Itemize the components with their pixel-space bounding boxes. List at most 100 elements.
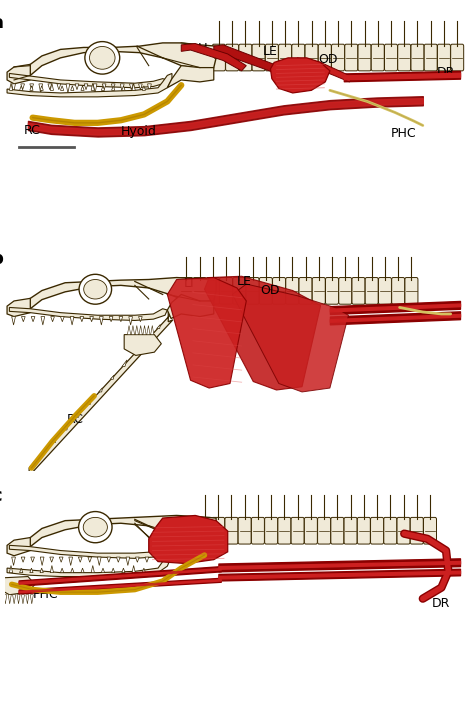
Polygon shape xyxy=(126,557,130,566)
Polygon shape xyxy=(167,295,214,318)
Polygon shape xyxy=(61,317,64,322)
Polygon shape xyxy=(157,325,160,329)
Polygon shape xyxy=(167,538,214,555)
FancyBboxPatch shape xyxy=(238,518,251,544)
Polygon shape xyxy=(7,298,30,317)
Polygon shape xyxy=(128,325,131,335)
FancyBboxPatch shape xyxy=(331,44,345,71)
Text: Hyoid: Hyoid xyxy=(121,125,157,139)
FancyBboxPatch shape xyxy=(305,44,318,71)
Polygon shape xyxy=(142,568,146,573)
Polygon shape xyxy=(40,557,44,566)
Polygon shape xyxy=(117,557,120,562)
Polygon shape xyxy=(149,516,228,563)
Polygon shape xyxy=(30,277,216,309)
FancyBboxPatch shape xyxy=(278,518,291,544)
Polygon shape xyxy=(143,325,146,335)
FancyBboxPatch shape xyxy=(378,277,392,304)
Polygon shape xyxy=(21,557,25,562)
Polygon shape xyxy=(7,538,30,556)
Polygon shape xyxy=(70,317,74,325)
Polygon shape xyxy=(102,84,106,89)
Polygon shape xyxy=(88,557,91,562)
FancyBboxPatch shape xyxy=(212,518,225,544)
Polygon shape xyxy=(136,557,139,562)
Polygon shape xyxy=(31,317,35,322)
Polygon shape xyxy=(91,83,94,90)
FancyBboxPatch shape xyxy=(199,518,211,544)
Ellipse shape xyxy=(90,46,115,69)
FancyBboxPatch shape xyxy=(233,277,246,304)
Polygon shape xyxy=(4,595,7,604)
FancyBboxPatch shape xyxy=(410,518,423,544)
FancyBboxPatch shape xyxy=(411,44,424,71)
Polygon shape xyxy=(7,64,30,84)
Polygon shape xyxy=(31,557,35,562)
FancyBboxPatch shape xyxy=(292,44,305,71)
Polygon shape xyxy=(111,84,115,89)
FancyBboxPatch shape xyxy=(246,277,259,304)
Polygon shape xyxy=(124,335,161,355)
FancyBboxPatch shape xyxy=(397,518,410,544)
Polygon shape xyxy=(51,317,55,322)
FancyBboxPatch shape xyxy=(371,518,383,544)
Polygon shape xyxy=(168,310,173,316)
Polygon shape xyxy=(40,86,43,90)
Polygon shape xyxy=(78,557,82,562)
Polygon shape xyxy=(75,410,81,418)
Polygon shape xyxy=(101,86,105,90)
Polygon shape xyxy=(30,86,33,90)
Polygon shape xyxy=(12,557,16,566)
FancyBboxPatch shape xyxy=(286,277,299,304)
Text: LE: LE xyxy=(237,275,252,288)
Polygon shape xyxy=(8,595,11,604)
Polygon shape xyxy=(181,44,246,71)
Ellipse shape xyxy=(85,41,120,74)
Polygon shape xyxy=(50,83,54,90)
Polygon shape xyxy=(71,86,74,90)
Polygon shape xyxy=(21,595,25,604)
Polygon shape xyxy=(167,66,214,88)
Ellipse shape xyxy=(79,275,111,304)
Text: AD: AD xyxy=(163,529,181,542)
Polygon shape xyxy=(122,568,125,573)
Polygon shape xyxy=(19,568,23,573)
FancyBboxPatch shape xyxy=(226,44,238,71)
Polygon shape xyxy=(131,325,135,335)
Polygon shape xyxy=(30,516,216,547)
Polygon shape xyxy=(61,568,64,573)
Text: DR: DR xyxy=(437,66,455,79)
Polygon shape xyxy=(9,546,167,558)
Text: RC: RC xyxy=(66,413,83,426)
Polygon shape xyxy=(9,307,167,320)
Polygon shape xyxy=(17,595,20,604)
Polygon shape xyxy=(99,388,102,392)
FancyBboxPatch shape xyxy=(251,518,264,544)
Text: DR: DR xyxy=(432,597,450,611)
Polygon shape xyxy=(30,568,33,573)
Polygon shape xyxy=(21,317,25,322)
Ellipse shape xyxy=(84,280,107,299)
Polygon shape xyxy=(167,277,246,388)
Text: LE: LE xyxy=(263,45,277,58)
FancyBboxPatch shape xyxy=(405,277,418,304)
Polygon shape xyxy=(66,84,70,93)
Polygon shape xyxy=(122,86,125,90)
Polygon shape xyxy=(147,325,150,335)
Polygon shape xyxy=(9,566,13,573)
Text: a: a xyxy=(0,14,3,31)
Polygon shape xyxy=(135,325,138,335)
Polygon shape xyxy=(122,360,127,367)
Polygon shape xyxy=(204,276,320,390)
Polygon shape xyxy=(119,317,123,322)
Text: LI: LI xyxy=(198,42,208,55)
FancyBboxPatch shape xyxy=(225,518,238,544)
Text: OD: OD xyxy=(319,53,338,66)
Polygon shape xyxy=(151,325,154,335)
Polygon shape xyxy=(30,84,34,89)
Polygon shape xyxy=(71,568,74,573)
Polygon shape xyxy=(111,568,115,573)
FancyBboxPatch shape xyxy=(259,277,272,304)
Polygon shape xyxy=(142,86,146,90)
FancyBboxPatch shape xyxy=(384,518,397,544)
